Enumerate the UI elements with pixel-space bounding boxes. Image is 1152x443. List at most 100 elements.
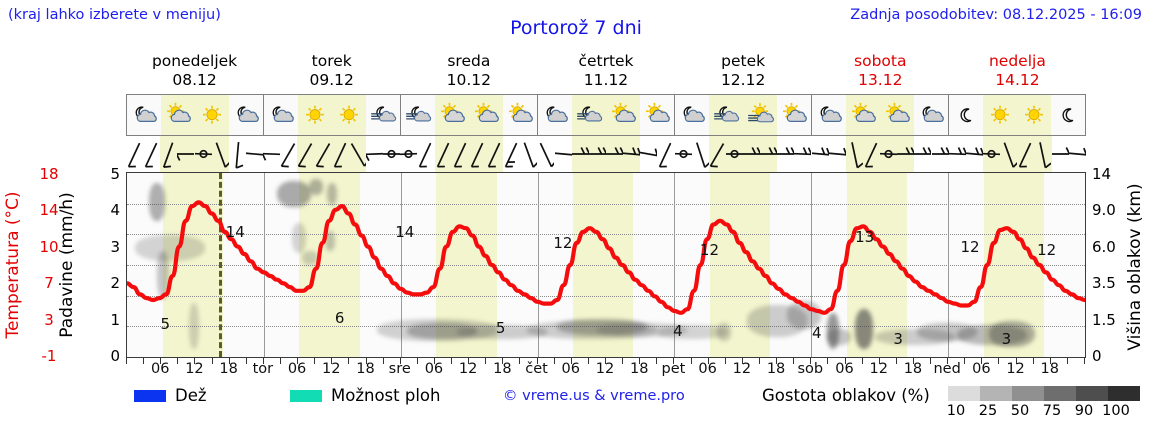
day-header-3: četrtek 11.12 [537, 52, 674, 92]
cloud-density-blob [557, 319, 647, 335]
wind-barb [880, 136, 898, 172]
time-axis-label: sob [797, 361, 824, 377]
time-axis-label: 12 [1006, 361, 1025, 377]
time-tick [177, 358, 179, 364]
cloud-density-blob [989, 321, 1035, 347]
wind-barb [365, 136, 383, 172]
time-tick [262, 358, 264, 364]
time-tick [553, 358, 555, 364]
temperature-curve [127, 200, 1085, 315]
temperature-value-label: 5 [160, 314, 171, 333]
time-tick [1049, 358, 1051, 364]
cloud-density-blob [377, 319, 497, 341]
time-tick [758, 358, 760, 364]
cloud-density-blob [309, 179, 323, 195]
moon-fog-icon [401, 95, 435, 135]
time-tick [861, 358, 863, 364]
copyright-link[interactable]: © vreme.us & vreme.pro [503, 388, 685, 404]
cloud-density-scale: 10 25 50 75 90 100 [940, 403, 1132, 419]
wind-barb [177, 136, 195, 172]
wind-barb [777, 136, 795, 172]
temperature-value-label: 4 [811, 324, 822, 343]
day-separator [400, 173, 402, 357]
time-tick [690, 358, 692, 364]
wind-barb-row [126, 136, 1086, 172]
wind-barb [914, 136, 932, 172]
time-tick [570, 358, 572, 364]
tick-precip-label: 0 [110, 347, 120, 365]
time-tick [451, 358, 453, 364]
sun-cloud-icon [503, 95, 537, 135]
day-date: 11.12 [583, 71, 629, 89]
time-tick [416, 358, 418, 364]
cloud-density-swatch-3 [1044, 386, 1076, 401]
time-axis-label: 18 [356, 361, 375, 377]
time-tick [485, 358, 487, 364]
horizontal-gridline [127, 295, 1085, 297]
day-date: 10.12 [446, 71, 492, 89]
location-menu-note[interactable]: (kraj lahko izberete v meniju) [8, 7, 221, 23]
wind-barb [245, 136, 263, 172]
cloud-density-blob [302, 251, 318, 265]
time-axis-label: 06 [150, 361, 170, 377]
day-header-4: petek 12.12 [675, 52, 812, 92]
cloud-density-blob [827, 329, 851, 345]
sun-cloud-icon [640, 95, 674, 135]
tick-temp-label: 18 [39, 165, 59, 183]
time-tick [502, 358, 504, 364]
wind-barb [725, 136, 744, 172]
time-tick [639, 358, 641, 364]
day-header-5: sobota 13.12 [812, 52, 949, 92]
icon-day-cell-4 [675, 95, 812, 135]
wind-barb [348, 136, 366, 172]
time-tick [331, 358, 333, 364]
tick-precip-label: 2 [110, 274, 120, 293]
cloud-density-label: Gostota oblakov (%) [762, 386, 930, 405]
time-axis-label: sre [388, 361, 411, 377]
wind-barb [434, 136, 452, 172]
tick-cloud-label: 14 [1092, 165, 1112, 183]
time-axis-label: ned [933, 361, 961, 377]
cloud-density-blob [855, 309, 873, 349]
legend-item-showers: Možnost ploh [290, 386, 440, 405]
time-tick [160, 358, 162, 364]
wind-barb [845, 136, 864, 172]
time-tick [724, 358, 726, 364]
cloud-density-blob [292, 223, 306, 253]
time-tick [399, 358, 401, 364]
wind-barb [126, 136, 143, 172]
tick-cloud-label: 3.5 [1092, 274, 1116, 293]
cloud-density-blob [327, 183, 337, 205]
tick-temp-label: 14 [39, 201, 59, 220]
time-tick [126, 358, 127, 364]
time-axis-label: 12 [869, 361, 888, 377]
moon-cloud-icon [538, 95, 572, 135]
sun-icon [983, 95, 1017, 135]
cloud-density-blob [917, 323, 977, 341]
cloud-density-blob [657, 325, 727, 339]
tick-precip-label: 5 [110, 165, 120, 183]
time-tick [1032, 358, 1034, 364]
cloud-density-blob [135, 235, 205, 261]
day-separator [674, 173, 676, 357]
moon-cloud-icon [675, 95, 709, 135]
icon-day-cell-5 [812, 95, 949, 135]
cloud-density-swatch-0 [948, 386, 980, 401]
day-name: ponedeljek [151, 52, 238, 70]
sun-cloud-icon [846, 95, 880, 135]
cloud-density-blob [277, 181, 311, 207]
tick-cloud-label: 1.5 [1092, 310, 1116, 329]
day-header-2: sreda 10.12 [400, 52, 537, 92]
sun-icon [195, 95, 229, 135]
cloud-density-tick-5: 100 [1102, 403, 1130, 419]
time-tick [776, 358, 778, 364]
sun-icon [298, 95, 332, 135]
day-date: 14.12 [995, 71, 1040, 89]
time-tick [844, 358, 846, 364]
wind-barb [1034, 136, 1052, 172]
horizontal-gridline [127, 265, 1085, 266]
tick-precip-label: 3 [110, 237, 120, 256]
tick-precip-label: 4 [110, 201, 120, 220]
tick-temp-label: 10 [39, 237, 59, 256]
time-axis: 06 12 18 tor 06 12 18 sre 06 12 18 čet 06 12 18 pet 06 12… [126, 358, 1086, 380]
